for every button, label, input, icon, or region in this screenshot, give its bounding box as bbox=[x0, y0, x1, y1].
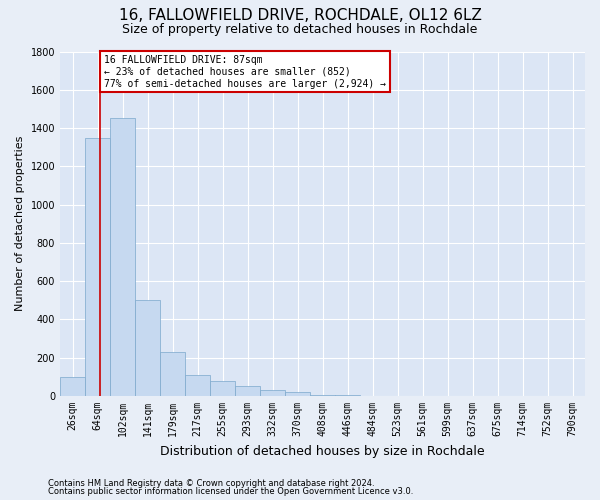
Bar bbox=[260, 390, 285, 396]
Bar bbox=[310, 395, 335, 396]
Bar bbox=[285, 392, 310, 396]
Bar bbox=[335, 395, 360, 396]
Bar bbox=[85, 138, 110, 396]
Text: Contains public sector information licensed under the Open Government Licence v3: Contains public sector information licen… bbox=[48, 487, 413, 496]
Text: 16, FALLOWFIELD DRIVE, ROCHDALE, OL12 6LZ: 16, FALLOWFIELD DRIVE, ROCHDALE, OL12 6L… bbox=[119, 8, 481, 22]
Bar bbox=[60, 377, 85, 396]
Bar bbox=[235, 386, 260, 396]
Bar bbox=[110, 118, 135, 396]
X-axis label: Distribution of detached houses by size in Rochdale: Distribution of detached houses by size … bbox=[160, 444, 485, 458]
Bar bbox=[210, 380, 235, 396]
Text: Contains HM Land Registry data © Crown copyright and database right 2024.: Contains HM Land Registry data © Crown c… bbox=[48, 478, 374, 488]
Text: Size of property relative to detached houses in Rochdale: Size of property relative to detached ho… bbox=[122, 22, 478, 36]
Bar bbox=[160, 352, 185, 396]
Bar bbox=[135, 300, 160, 396]
Y-axis label: Number of detached properties: Number of detached properties bbox=[15, 136, 25, 312]
Text: 16 FALLOWFIELD DRIVE: 87sqm
← 23% of detached houses are smaller (852)
77% of se: 16 FALLOWFIELD DRIVE: 87sqm ← 23% of det… bbox=[104, 56, 386, 88]
Bar bbox=[185, 375, 210, 396]
